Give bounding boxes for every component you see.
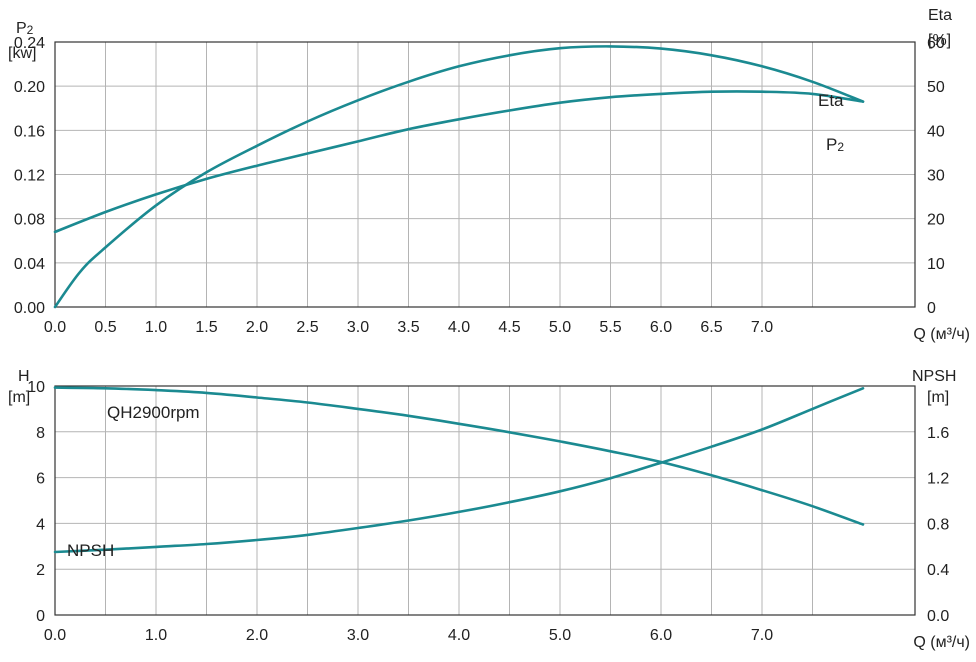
y-tick-label-right: 1.2	[927, 471, 949, 488]
y-axis-unit-left: [kw]	[8, 45, 36, 62]
y-tick-label-right: 0	[927, 300, 936, 317]
y-axis-label-left: H	[18, 368, 30, 385]
x-axis-label: Q (м³/ч)	[913, 326, 970, 343]
head-npsh-chart: 0 2 4 6 8 10 0.0 0.4 0.8 1.2 1.6 0.0 1.0 2.0 3.0 4.0 5.0…	[8, 368, 970, 651]
x-tick-label: 7.0	[751, 319, 773, 336]
x-tick-label: 5.5	[599, 319, 621, 336]
y-tick-label-right: 0.0	[927, 608, 949, 625]
x-tick-label: 3.0	[347, 627, 369, 644]
series-label-eta: Eta	[818, 91, 844, 110]
y-axis-unit-left: [m]	[8, 389, 30, 406]
x-tick-label: 1.5	[195, 319, 217, 336]
x-tick-label: 6.0	[650, 627, 672, 644]
x-tick-label: 6.0	[650, 319, 672, 336]
y-tick-label-right: 0.8	[927, 516, 949, 533]
y-tick-label-left: 0.08	[14, 212, 45, 229]
x-tick-label: 3.5	[397, 319, 419, 336]
series-label-npsh: NPSH	[67, 541, 114, 560]
x-tick-label: 4.5	[498, 319, 520, 336]
y-axis-label-right: Eta	[928, 7, 952, 24]
x-tick-label: 4.0	[448, 319, 470, 336]
x-axis-label: Q (м³/ч)	[913, 634, 970, 651]
x-tick-label: 1.0	[145, 319, 167, 336]
y-tick-label-left: 6	[36, 471, 45, 488]
series-line-p2	[53, 90, 865, 234]
y-tick-label-right: 60	[927, 35, 945, 52]
x-tick-label: 2.0	[246, 319, 268, 336]
x-tick-label: 5.0	[549, 627, 571, 644]
y-axis-label-right: NPSH	[912, 368, 956, 385]
y-tick-label-right: 0.4	[927, 562, 949, 579]
x-tick-label: 0.5	[94, 319, 116, 336]
y-tick-label-left: 0.24	[14, 35, 45, 52]
y-tick-label-left: 0	[36, 608, 45, 625]
y-tick-label-right: 40	[927, 123, 945, 140]
x-tick-label: 6.5	[700, 319, 722, 336]
power-efficiency-chart: 0.00 0.04 0.08 0.12 0.16 0.20 0.24 0 10 20 30 40 50 6…	[8, 7, 970, 343]
y-axis-unit-right: [m]	[927, 389, 949, 406]
y-tick-label-right: 1.6	[927, 425, 949, 442]
chart-frame	[54, 41, 916, 308]
x-tick-label: 0.0	[44, 627, 66, 644]
y-tick-label-right: 10	[927, 256, 945, 273]
y-tick-label-right: 30	[927, 168, 945, 185]
y-tick-label-left: 10	[27, 379, 45, 396]
y-tick-label-left: 0.20	[14, 79, 45, 96]
y-tick-label-left: 0.00	[14, 300, 45, 317]
y-tick-label-left: 8	[36, 425, 45, 442]
x-tick-label: 1.0	[145, 627, 167, 644]
y-tick-label-left: 4	[36, 516, 45, 533]
series-line-eta	[53, 45, 865, 309]
series-label-qh: QH2900rpm	[107, 403, 200, 422]
y-tick-label-left: 0.12	[14, 168, 45, 185]
y-tick-label-right: 20	[927, 212, 945, 229]
y-tick-label-left: 0.04	[14, 256, 45, 273]
x-tick-label: 7.0	[751, 627, 773, 644]
series-line-qh2900rpm	[53, 386, 865, 526]
y-axis-unit-right: [%]	[928, 32, 951, 49]
x-tick-label: 2.5	[296, 319, 318, 336]
x-tick-label: 4.0	[448, 627, 470, 644]
series-label-p2: P2	[826, 135, 844, 154]
y-tick-label-right: 50	[927, 79, 945, 96]
series-line-npsh	[53, 387, 865, 554]
chart-frame	[54, 385, 916, 616]
y-tick-label-left: 2	[36, 562, 45, 579]
x-tick-label: 3.0	[347, 319, 369, 336]
x-tick-label: 0.0	[44, 319, 66, 336]
y-axis-label-left: P2	[16, 20, 34, 37]
x-tick-label: 2.0	[246, 627, 268, 644]
y-tick-label-left: 0.16	[14, 123, 45, 140]
x-tick-label: 5.0	[549, 319, 571, 336]
